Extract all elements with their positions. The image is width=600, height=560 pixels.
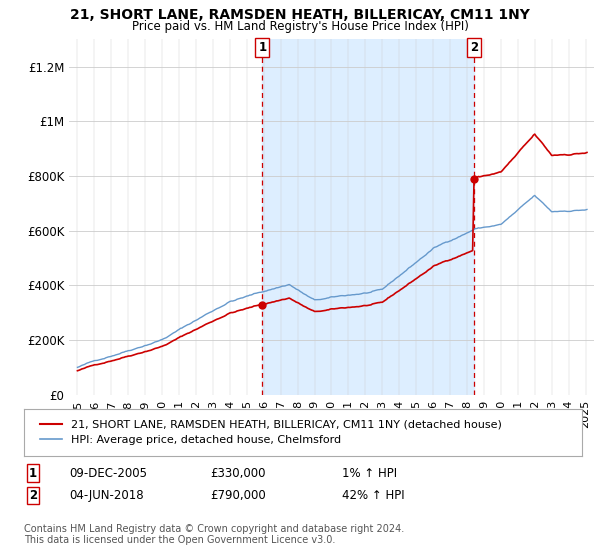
Text: 1% ↑ HPI: 1% ↑ HPI xyxy=(342,466,397,480)
Text: Contains HM Land Registry data © Crown copyright and database right 2024.
This d: Contains HM Land Registry data © Crown c… xyxy=(24,524,404,545)
Text: 1: 1 xyxy=(29,466,37,480)
Text: £790,000: £790,000 xyxy=(210,489,266,502)
Text: 09-DEC-2005: 09-DEC-2005 xyxy=(69,466,147,480)
Text: Price paid vs. HM Land Registry's House Price Index (HPI): Price paid vs. HM Land Registry's House … xyxy=(131,20,469,33)
Text: £330,000: £330,000 xyxy=(210,466,265,480)
Legend: 21, SHORT LANE, RAMSDEN HEATH, BILLERICAY, CM11 1NY (detached house), HPI: Avera: 21, SHORT LANE, RAMSDEN HEATH, BILLERICA… xyxy=(35,416,506,450)
Text: 42% ↑ HPI: 42% ↑ HPI xyxy=(342,489,404,502)
Text: 21, SHORT LANE, RAMSDEN HEATH, BILLERICAY, CM11 1NY: 21, SHORT LANE, RAMSDEN HEATH, BILLERICA… xyxy=(70,8,530,22)
Text: 04-JUN-2018: 04-JUN-2018 xyxy=(69,489,143,502)
Text: 2: 2 xyxy=(29,489,37,502)
Text: 2: 2 xyxy=(470,41,478,54)
Text: 1: 1 xyxy=(259,41,266,54)
Bar xyxy=(262,39,474,395)
